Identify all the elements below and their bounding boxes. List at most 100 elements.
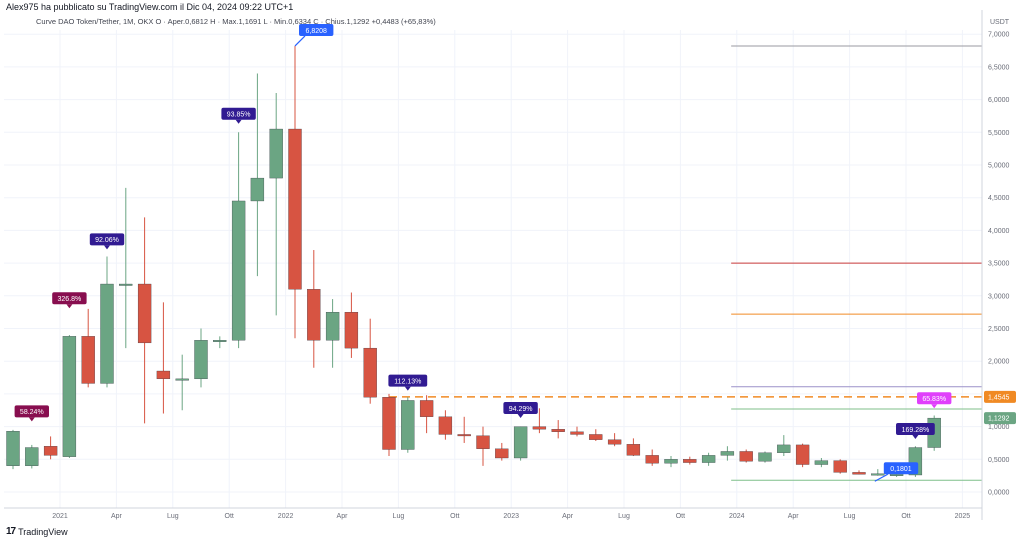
candle-body (889, 474, 904, 476)
annotation-bubble (388, 374, 428, 387)
horizontal-levels (389, 45, 982, 481)
candle-body (363, 347, 377, 398)
price-tick-label: 0,0000 (988, 490, 1010, 497)
time-tick-label: Ott (225, 513, 234, 520)
time-tick-label: 2024 (729, 513, 745, 520)
annotation-label: 0,1801 (890, 466, 912, 473)
price-tick-label: 4,0000 (988, 228, 1010, 235)
annotation-pointer (28, 417, 35, 422)
candle-body (307, 289, 321, 341)
candle-body (852, 472, 866, 475)
annotations: 58.24% 326.8% 92.06% 93.85% 6,8208 112.13% 94.… (14, 23, 952, 482)
annotation-pointer (104, 245, 110, 250)
time-tick-label: Lug (393, 513, 405, 520)
time-tick-label: Lug (618, 513, 630, 520)
price-tick-label: 3,0000 (988, 293, 1010, 300)
time-tick-label: Lug (167, 513, 179, 520)
time-tick-label: Ott (676, 513, 685, 520)
time-tick-label: 2023 (503, 513, 519, 520)
candle-body (476, 435, 490, 449)
annotation-pointer (294, 35, 306, 47)
candle-body (701, 455, 716, 463)
tradingview-logo-text: TradingView (18, 526, 68, 537)
candle-body (100, 283, 114, 384)
candle-body (250, 177, 265, 202)
annotation-pointer (931, 404, 938, 409)
candle-body (457, 434, 471, 437)
candle-body (137, 283, 152, 344)
grid (4, 30, 982, 508)
candle-body (495, 448, 509, 459)
time-axis: 2021 Apr Lug Ott 2022 Apr Lug Ott 2023 Apr Lug Ott 2… (4, 507, 982, 520)
candle-body (777, 444, 791, 453)
candle-body (325, 311, 340, 341)
candle-body (607, 439, 622, 445)
tradingview-logo[interactable]: 17 TradingView (6, 526, 68, 537)
candle-body (438, 416, 453, 435)
time-tick-label: Apr (111, 513, 123, 520)
candle-body (62, 336, 77, 457)
annotation-label: 6,8208 (305, 28, 327, 35)
annotation-bubble (89, 233, 125, 246)
annotation-bubble (896, 422, 935, 435)
candles (6, 45, 941, 477)
annotation-label: 112.13% (394, 378, 421, 385)
price-tick-label: 0,5000 (988, 457, 1010, 464)
candle-body (382, 397, 396, 450)
candle-body (626, 444, 641, 456)
candle-body (194, 340, 208, 380)
candle-body (43, 446, 58, 456)
price-tick-label: 2,5000 (988, 326, 1010, 333)
annotation-pointer (874, 473, 889, 482)
candle-body (871, 473, 885, 476)
price-tick-label: 6,5000 (988, 64, 1010, 71)
candle-body (288, 128, 302, 290)
price-tag (984, 390, 1016, 403)
price-tick-label: 6,0000 (988, 97, 1010, 104)
annotation-label: 326.8% (58, 296, 82, 303)
time-tick-label: 2025 (955, 513, 971, 520)
time-tick-label: 2021 (52, 513, 68, 520)
time-tick-label: Lug (844, 513, 856, 520)
annotation-label: 65.83% (922, 396, 946, 403)
annotation-label: 94.29% (509, 406, 533, 413)
price-tick-label: 5,0000 (988, 163, 1010, 170)
candle-body (119, 283, 133, 286)
annotation-label: 58.24% (20, 409, 44, 416)
time-tick-label: Apr (337, 513, 349, 520)
price-tick-label: 7,0000 (988, 32, 1010, 39)
candle-body (589, 434, 603, 440)
candle-body (645, 455, 659, 464)
time-tick-label: Ott (901, 513, 910, 520)
annotation-pointer (912, 434, 919, 439)
price-tick-label: 5,5000 (988, 130, 1010, 137)
annotation-label: 169.28% (902, 427, 930, 434)
annotation-bubble (221, 107, 256, 120)
candle-body (739, 451, 753, 462)
price-tag (984, 412, 1016, 425)
annotation-bubble (917, 392, 952, 405)
time-tick-label: 2022 (278, 513, 294, 520)
candle-body (570, 431, 584, 435)
price-axis: USDT 7,0000 6,5000 6,0000 5,5000 5,0000 4,5000… (981, 10, 1016, 520)
candle-body (213, 340, 227, 342)
candle-body (6, 431, 20, 466)
currency-label: USDT (990, 19, 1010, 26)
chart-legend: Curve DAO Token/Tether, 1M, OKX O · Aper… (36, 17, 436, 26)
candle-body (81, 336, 95, 384)
candle-body (795, 444, 810, 465)
tradingview-logo-icon: 17 (6, 526, 16, 537)
candle-body (401, 400, 415, 450)
candle-body (513, 426, 528, 459)
annotation-bubble (14, 405, 50, 418)
candle-body (551, 429, 565, 432)
candle-body (419, 400, 434, 417)
time-tick-label: Apr (788, 513, 800, 520)
candle-body (720, 451, 735, 456)
annotation-label: 93.85% (227, 112, 251, 119)
candle-body (814, 460, 829, 465)
candle-body (231, 200, 246, 341)
candle-body (758, 452, 772, 462)
candle-body (156, 370, 171, 380)
